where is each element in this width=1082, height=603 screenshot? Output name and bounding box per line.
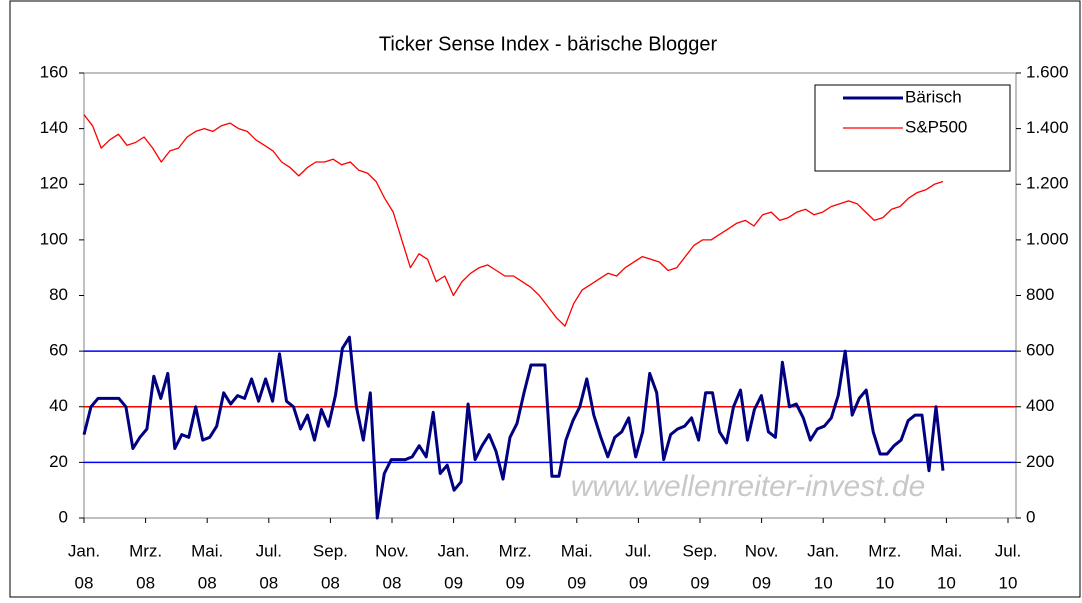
y-tick-label: 140: [40, 118, 68, 137]
x-tick-label: Mrz.: [868, 541, 901, 560]
x-tick-label: Jul.: [625, 541, 651, 560]
series-line: [83, 114, 944, 327]
x-tick-label: Jan.: [438, 541, 470, 560]
x-tick-label: 09: [567, 573, 586, 592]
x-tick-label: 10: [999, 573, 1018, 592]
x-tick-label: 08: [259, 573, 278, 592]
y2-tick-label: 1.200: [1026, 174, 1069, 193]
x-tick-label: 08: [321, 573, 340, 592]
x-tick-label: 09: [691, 573, 710, 592]
y-tick-label: 40: [49, 396, 68, 415]
y2-tick-label: 800: [1026, 285, 1054, 304]
x-tick-label: Sep.: [683, 541, 718, 560]
x-tick-label: Mai.: [930, 541, 962, 560]
y2-tick-label: 600: [1026, 341, 1054, 360]
legend-label: Bärisch: [905, 87, 962, 106]
y-tick-label: 100: [40, 229, 68, 248]
x-tick-label: Jan.: [68, 541, 100, 560]
series-line: [82, 335, 945, 520]
x-tick-label: 08: [383, 573, 402, 592]
y2-tick-label: 1.600: [1026, 62, 1069, 81]
x-tick-label: 10: [814, 573, 833, 592]
x-tick-label: Nov.: [375, 541, 409, 560]
y-tick-label: 120: [40, 174, 68, 193]
y2-tick-label: 400: [1026, 396, 1054, 415]
chart-title: Ticker Sense Index - bärische Blogger: [379, 33, 718, 55]
watermark: www.wellenreiter-invest.de: [571, 470, 926, 503]
x-tick-label: Nov.: [745, 541, 779, 560]
x-tick-label: Jul.: [256, 541, 282, 560]
x-tick-label: 10: [937, 573, 956, 592]
legend-label: S&P500: [905, 117, 967, 136]
y2-tick-label: 1.000: [1026, 229, 1069, 248]
y-tick-label: 60: [49, 341, 68, 360]
y-tick-label: 0: [59, 507, 68, 526]
x-tick-label: Mai.: [561, 541, 593, 560]
x-tick-label: 09: [629, 573, 648, 592]
x-tick-label: Sep.: [313, 541, 348, 560]
x-tick-label: Jan.: [807, 541, 839, 560]
y-tick-label: 160: [40, 62, 68, 81]
x-tick-label: 09: [444, 573, 463, 592]
x-tick-label: 09: [506, 573, 525, 592]
x-tick-label: 08: [75, 573, 94, 592]
x-tick-label: 08: [198, 573, 217, 592]
y2-tick-label: 200: [1026, 452, 1054, 471]
y-tick-label: 80: [49, 285, 68, 304]
x-tick-label: 08: [136, 573, 155, 592]
x-tick-label: Mrz.: [129, 541, 162, 560]
y2-tick-label: 0: [1026, 507, 1035, 526]
x-tick-label: 09: [752, 573, 771, 592]
y-tick-label: 20: [49, 452, 68, 471]
x-tick-label: Jul.: [995, 541, 1021, 560]
y2-tick-label: 1.400: [1026, 118, 1069, 137]
x-tick-label: Mai.: [191, 541, 223, 560]
x-tick-label: Mrz.: [499, 541, 532, 560]
x-tick-label: 10: [875, 573, 894, 592]
